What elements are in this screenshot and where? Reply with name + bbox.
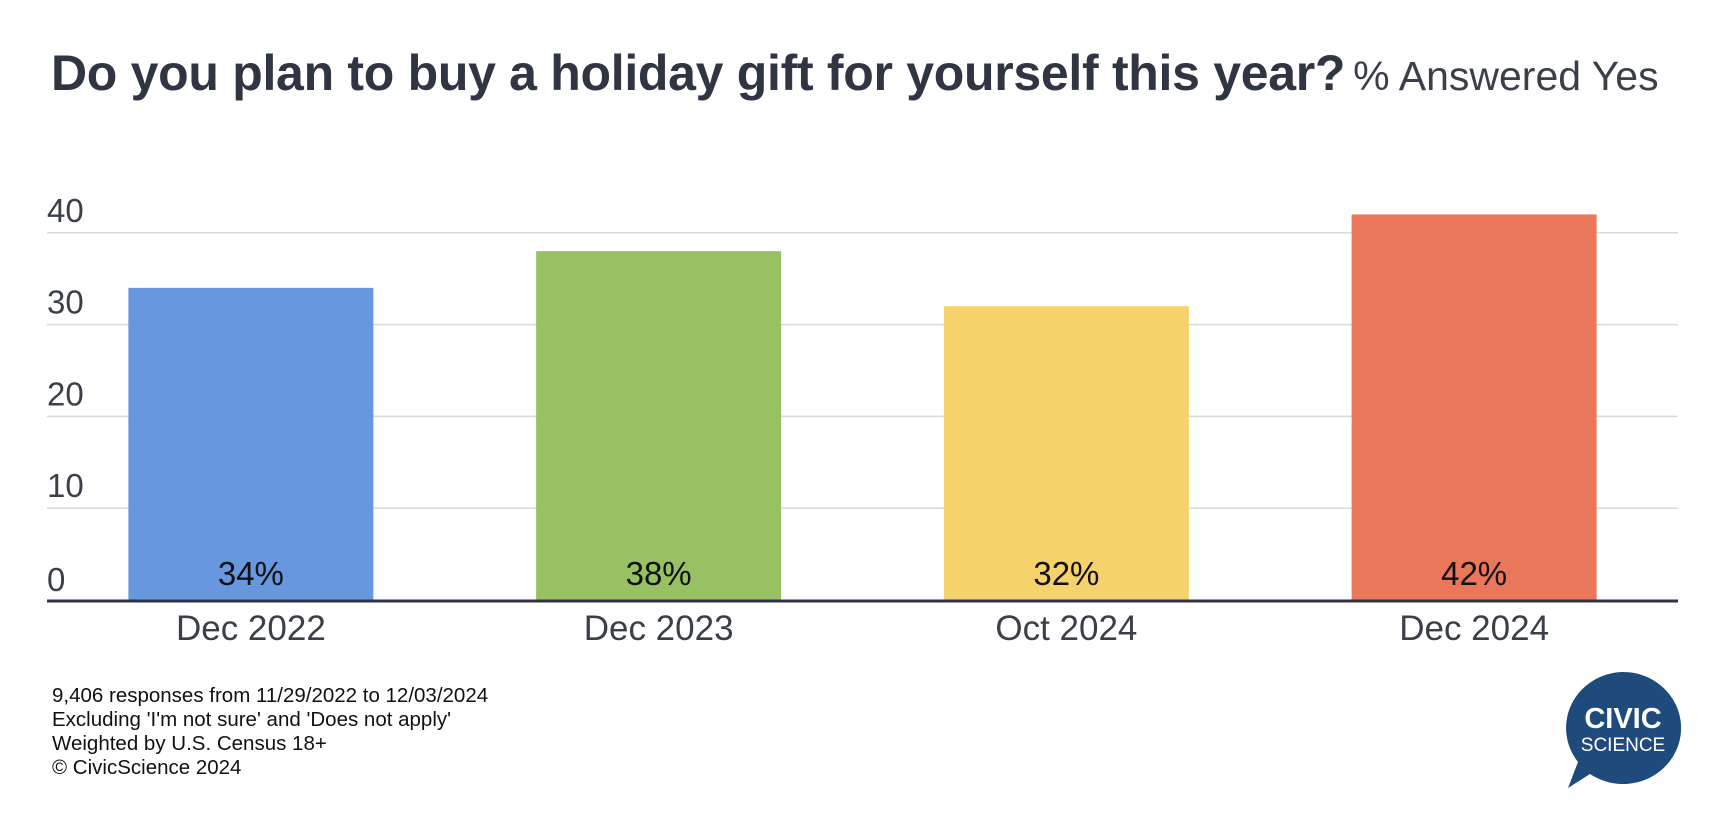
data-label: 34% xyxy=(218,555,284,592)
logo-speech-bubble xyxy=(1566,671,1682,788)
x-tick-label: Dec 2023 xyxy=(584,609,734,648)
civicscience-logo: CIVIC SCIENCE xyxy=(1566,671,1682,788)
x-tick-label: Dec 2024 xyxy=(1399,609,1549,648)
bar xyxy=(128,287,374,600)
data-label: 38% xyxy=(626,555,692,592)
footnote-weighting: Weighted by U.S. Census 18+ xyxy=(52,732,327,755)
chart-title: Do you plan to buy a holiday gift for yo… xyxy=(51,44,1659,102)
y-tick-label: 30 xyxy=(47,284,84,321)
chart-subtitle: % Answered Yes xyxy=(1353,53,1659,99)
data-label: 32% xyxy=(1033,555,1099,592)
footnote-copyright: © CivicScience 2024 xyxy=(52,756,242,779)
y-tick-label: 40 xyxy=(47,192,84,229)
logo-text-science: SCIENCE xyxy=(1581,735,1665,756)
bar xyxy=(536,251,782,600)
data-label: 42% xyxy=(1441,555,1507,592)
y-tick-label: 10 xyxy=(47,467,84,504)
y-tick-label: 0 xyxy=(47,561,65,598)
footnote-responses: 9,406 responses from 11/29/2022 to 12/03… xyxy=(52,684,489,707)
bar xyxy=(943,306,1189,600)
x-tick-label: Oct 2024 xyxy=(995,609,1137,648)
footnote-exclusions: Excluding 'I'm not sure' and 'Does not a… xyxy=(52,708,452,731)
x-tick-label: Dec 2022 xyxy=(176,609,326,648)
bar xyxy=(1351,214,1597,600)
chart-title-main: Do you plan to buy a holiday gift for yo… xyxy=(51,45,1346,101)
logo-text-civic: CIVIC xyxy=(1584,703,1661,735)
y-tick-label: 20 xyxy=(47,375,84,412)
footnotes: 9,406 responses from 11/29/2022 to 12/03… xyxy=(52,684,488,780)
